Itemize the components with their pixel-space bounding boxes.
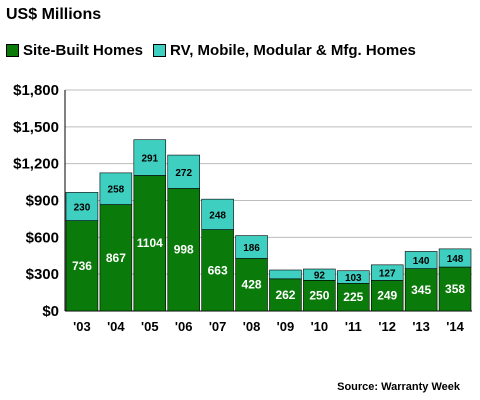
legend-swatch-site-built [6,44,19,57]
data-label-rv: 272 [175,168,192,179]
bar-rv [269,269,302,280]
data-label-site-built: 250 [309,289,329,303]
bar-rv [235,235,268,259]
bar-rv [99,172,133,205]
data-label-site-built: 1104 [137,236,163,250]
legend-label-rv: RV, Mobile, Modular & Mfg. Homes [170,42,416,59]
data-label-site-built: 345 [411,283,431,297]
y-tick-label: $1,500 [13,119,59,136]
data-label-rv: 291 [141,154,158,165]
data-label-rv: 127 [379,269,396,280]
data-label-site-built: 428 [242,278,262,292]
bar-site-built [167,188,200,312]
bar-site-built [438,266,472,312]
source-note: Source: Warranty Week [337,381,460,393]
bar-site-built [370,280,404,312]
y-tick-label: $1,800 [13,82,59,99]
legend: Site-Built Homes RV, Mobile, Modular & M… [6,42,426,59]
x-tick-label: '04 [107,319,125,334]
chart-title: US$ Millions [6,6,102,23]
bar-rv [65,192,99,221]
y-tick-label: $600 [26,229,59,246]
data-label-rv: 140 [413,256,430,267]
x-tick-label: '03 [73,319,91,334]
x-tick-label: '13 [412,319,430,334]
data-label-site-built: 663 [208,263,228,277]
bar-rv [438,248,472,268]
data-label-site-built: 998 [174,243,194,257]
bar-site-built [65,220,99,312]
bar-site-built [337,283,370,312]
x-tick-label: '10 [311,319,329,334]
data-label-rv: 92 [314,271,326,282]
x-tick-label: '12 [378,319,396,334]
data-label-rv: 103 [345,273,362,284]
legend-swatch-rv [153,44,167,57]
y-tick-label: $300 [26,266,59,283]
x-tick-label: '05 [141,319,159,334]
data-label-rv: 248 [209,210,226,221]
bar-rv [167,154,200,189]
legend-item-rv: RV, Mobile, Modular & Mfg. Homes [153,42,416,59]
y-tick-label: $0 [42,303,59,320]
bar-rv [133,139,167,176]
x-tick-label: '07 [209,319,227,334]
data-label-site-built: 225 [343,290,363,304]
data-label-site-built: 736 [72,259,92,273]
data-label-site-built: 262 [275,288,295,302]
x-tick-label: '06 [175,319,193,334]
data-label-site-built: 867 [106,251,126,265]
x-tick-label: '08 [243,319,261,334]
data-label-site-built: 249 [377,289,397,303]
bar-rv [404,251,438,269]
x-tick-label: '09 [277,319,295,334]
data-label-rv: 148 [447,254,464,265]
y-tick-label: $1,200 [13,156,59,173]
bar-site-built [201,229,234,312]
bar-site-built [99,204,133,312]
data-label-rv: 186 [243,243,260,254]
data-label-site-built: 358 [445,282,465,296]
x-tick-label: '14 [446,319,464,334]
bar-rv [337,270,370,284]
data-label-rv: 258 [108,185,125,196]
bar-rv [303,268,336,281]
y-tick-label: $900 [26,193,59,210]
legend-label-site-built: Site-Built Homes [23,42,144,59]
legend-item-site-built: Site-Built Homes [6,42,143,59]
bar-rv [370,264,404,281]
bar-rv [201,198,234,230]
bar-site-built [133,175,167,312]
x-tick-label: '11 [345,319,362,334]
data-label-rv: 230 [74,203,91,214]
bar-site-built [235,258,268,312]
bar-site-built [404,268,438,312]
bar-site-built [303,280,336,312]
